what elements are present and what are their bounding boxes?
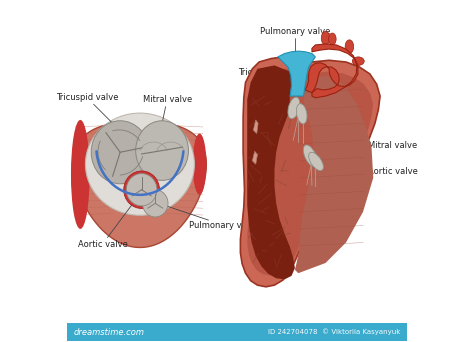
Polygon shape [295,76,373,273]
Ellipse shape [296,104,307,124]
Ellipse shape [85,113,194,215]
Ellipse shape [124,171,160,209]
Text: Mitral valve: Mitral valve [327,141,418,155]
Polygon shape [305,44,358,98]
Ellipse shape [288,97,300,119]
Polygon shape [278,51,315,96]
Polygon shape [247,65,295,279]
Text: ID 242704078  © Viktoriia Kasyanyuk: ID 242704078 © Viktoriia Kasyanyuk [268,329,401,336]
Ellipse shape [345,40,354,53]
Polygon shape [240,57,380,287]
Text: ID 242704078  © Viktoriia Kasyanyuk: ID 242704078 © Viktoriia Kasyanyuk [282,331,401,336]
Text: Tricuspid valve: Tricuspid valve [56,93,119,130]
Ellipse shape [91,121,149,184]
Ellipse shape [126,173,157,206]
Text: Pulmonary valve: Pulmonary valve [260,27,331,52]
Ellipse shape [193,133,206,195]
Polygon shape [252,151,257,164]
Ellipse shape [136,121,189,180]
Text: Tricuspid valve: Tricuspid valve [238,68,301,80]
Polygon shape [73,121,206,248]
Ellipse shape [303,145,317,167]
Ellipse shape [309,152,323,171]
Text: Mitral valve: Mitral valve [143,95,192,121]
Ellipse shape [321,31,330,45]
Text: dreamstime.com: dreamstime.com [73,328,145,337]
Text: Aortic valve: Aortic valve [321,165,418,175]
Text: Aortic valve: Aortic valve [78,195,139,249]
Text: Pulmonary valve: Pulmonary valve [161,204,260,230]
Polygon shape [253,120,258,133]
Ellipse shape [71,120,90,229]
Text: dreamstime.com: dreamstime.com [73,326,138,334]
Ellipse shape [352,57,364,65]
Polygon shape [247,69,373,276]
FancyBboxPatch shape [67,323,407,341]
Ellipse shape [328,33,336,45]
Ellipse shape [143,190,168,217]
